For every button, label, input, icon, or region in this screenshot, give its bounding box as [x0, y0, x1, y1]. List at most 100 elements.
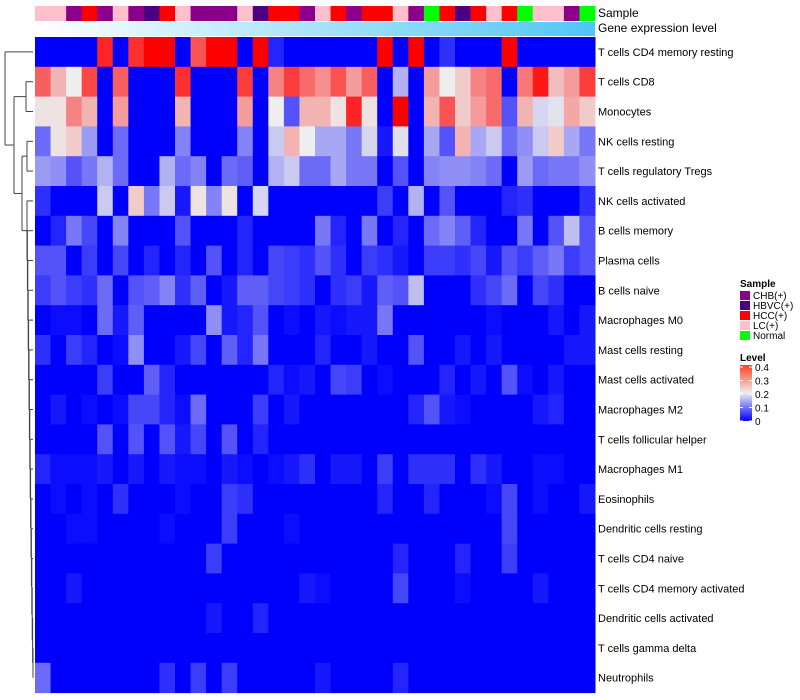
heatmap-cell: [486, 543, 503, 574]
row-label: Monocytes: [598, 107, 652, 119]
heatmap-cell: [283, 37, 300, 68]
heatmap-cell: [330, 633, 347, 664]
heatmap-cell: [455, 37, 472, 68]
heatmap-cell: [377, 454, 394, 485]
heatmap-cell: [175, 126, 192, 157]
heatmap-cell: [408, 335, 425, 366]
heatmap-cell: [81, 424, 98, 455]
heatmap-cell: [439, 543, 456, 574]
heatmap-cell: [159, 126, 176, 157]
heatmap-cell: [221, 156, 238, 187]
heatmap-cell: [143, 66, 160, 98]
heatmap-cell: [439, 424, 456, 455]
heatmap-cell: [423, 454, 440, 485]
heatmap-cell: [35, 305, 52, 336]
row-label: Dendritic cells activated: [598, 613, 714, 625]
heatmap-cell: [579, 633, 596, 664]
heatmap-cell: [35, 573, 52, 604]
heatmap-cell: [517, 424, 534, 455]
heatmap-cell: [299, 513, 316, 545]
heatmap-cell: [361, 245, 378, 276]
heatmap-cell: [112, 394, 129, 425]
heatmap-cell: [377, 364, 394, 396]
heatmap-cell: [268, 96, 285, 127]
heatmap-cell: [501, 186, 518, 217]
heatmap-cell: [361, 394, 378, 425]
heatmap-cell: [548, 126, 565, 157]
heatmap-cell: [408, 37, 425, 68]
heatmap-cell: [268, 66, 285, 98]
heatmap-cell: [346, 603, 363, 634]
row-dendrogram: [4, 51, 34, 678]
heatmap-cell: [315, 186, 332, 217]
heatmap-cell: [175, 245, 192, 276]
heatmap-cell: [221, 513, 238, 545]
heatmap-cell: [579, 275, 596, 306]
heatmap-cell: [470, 126, 487, 157]
heatmap-cell: [486, 394, 503, 425]
heatmap-cell: [237, 513, 254, 545]
heatmap-cell: [112, 364, 129, 396]
heatmap-cell: [81, 513, 98, 545]
heatmap-cell: [206, 126, 223, 157]
heatmap-cell: [268, 394, 285, 425]
heatmap-cell: [159, 484, 176, 515]
heatmap-cell: [112, 156, 129, 187]
heatmap-cell: [548, 454, 565, 485]
heatmap-cell: [439, 573, 456, 604]
heatmap-cell: [283, 424, 300, 455]
heatmap-cell: [532, 424, 549, 455]
sample-annotation-cell: [299, 6, 316, 21]
heatmap-cell: [548, 96, 565, 127]
heatmap-cell: [346, 543, 363, 574]
heatmap-cell: [268, 215, 285, 247]
heatmap-cell: [175, 275, 192, 306]
heatmap-cell: [190, 662, 207, 694]
heatmap-cell: [423, 126, 440, 157]
heatmap-cell: [97, 484, 114, 515]
heatmap-cell: [315, 543, 332, 574]
heatmap-cell: [221, 37, 238, 68]
heatmap-cell: [159, 543, 176, 574]
heatmap-cell: [563, 394, 580, 425]
heatmap-cell: [159, 186, 176, 217]
heatmap-cell: [112, 513, 129, 545]
heatmap-cell: [408, 394, 425, 425]
heatmap-cell: [315, 364, 332, 396]
heatmap-cell: [361, 484, 378, 515]
heatmap-cell: [423, 394, 440, 425]
heatmap-cell: [392, 484, 409, 515]
heatmap-cell: [470, 484, 487, 515]
heatmap-cell: [299, 394, 316, 425]
heatmap-cell: [315, 573, 332, 604]
heatmap-cell: [206, 454, 223, 485]
heatmap-cell: [470, 573, 487, 604]
heatmap-cell: [532, 513, 549, 545]
heatmap-cell: [563, 156, 580, 187]
heatmap-cell: [283, 484, 300, 515]
heatmap-cell: [377, 66, 394, 98]
heatmap-cell: [517, 245, 534, 276]
heatmap-cell: [175, 364, 192, 396]
sample-annotation-cell: [221, 6, 238, 21]
heatmap-cell: [237, 126, 254, 157]
heatmap-cell: [128, 364, 145, 396]
heatmap-cell: [470, 245, 487, 276]
heatmap-cell: [563, 245, 580, 276]
heatmap-cell: [501, 305, 518, 336]
heatmap-cell: [470, 305, 487, 336]
heatmap-cell: [439, 305, 456, 336]
heatmap-cell: [408, 662, 425, 694]
heatmap-cell: [423, 305, 440, 336]
sample-annotation-cell: [486, 6, 503, 21]
heatmap-cell: [486, 573, 503, 604]
heatmap-cell: [392, 66, 409, 98]
heatmap-cell: [517, 454, 534, 485]
heatmap-cell: [221, 126, 238, 157]
heatmap-cell: [501, 126, 518, 157]
heatmap-cell: [423, 245, 440, 276]
sample-annotation-cell: [532, 6, 549, 21]
sample-annotation-cell: [579, 6, 596, 21]
heatmap-cell: [221, 96, 238, 127]
heatmap-cell: [470, 454, 487, 485]
